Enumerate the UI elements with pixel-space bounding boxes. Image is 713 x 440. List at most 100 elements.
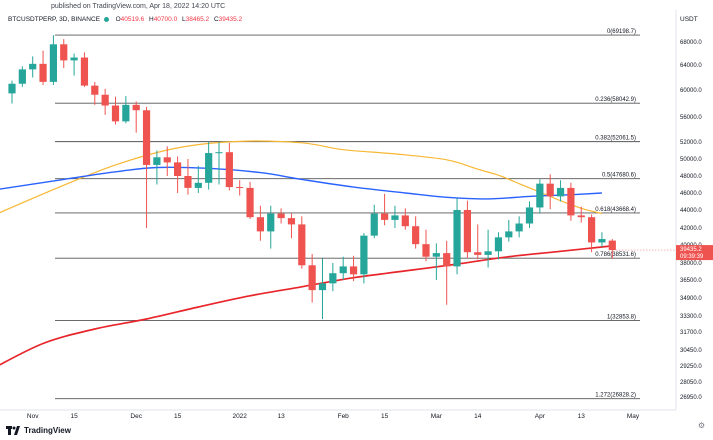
x-tick-label: Mar [431,413,443,420]
candle-body[interactable] [111,105,120,122]
moving-average-line [0,245,613,366]
close-label: C [213,16,219,23]
candle-body[interactable] [546,183,554,197]
high-value: 40700.0 [153,16,178,23]
candle-body[interactable] [567,187,575,216]
candle-body[interactable] [536,183,544,208]
candle-body[interactable] [29,63,37,70]
candle-body[interactable] [298,224,306,266]
candle-body[interactable] [142,110,151,165]
x-tick-label: 2022 [232,413,247,420]
candle-body[interactable] [412,226,420,245]
tradingview-brand: TradingView [24,426,71,435]
candle-body[interactable] [39,63,47,82]
candle-body[interactable] [122,104,130,122]
symbol-legend: BTCUSDTPERP, 3D, BINANCE O40519.6 H40700… [8,16,242,23]
candle-body[interactable] [163,157,171,163]
y-tick-label: 60000.0 [680,88,702,94]
candle-body[interactable] [184,176,192,188]
low-value: 38465.2 [185,16,210,23]
candle-body[interactable] [308,265,316,291]
y-tick-label: 50000.0 [680,157,702,163]
x-tick-label: Dec [130,413,142,420]
y-tick-label: 52000.0 [680,140,702,146]
y-tick-label: 68000.0 [680,40,702,46]
candle-body[interactable] [515,223,523,232]
bar-countdown: 09:39:39 [680,254,704,260]
y-tick-label: 28050.0 [680,380,702,386]
y-tick-label: 46000.0 [680,191,702,197]
candle-body[interactable] [18,69,26,84]
tradingview-logo[interactable]: TradingView [6,426,71,435]
candle-body[interactable] [318,283,327,291]
candle-body[interactable] [174,162,182,176]
candle-body[interactable] [339,266,347,274]
candle-body[interactable] [598,239,606,243]
y-tick-label: 26950.0 [680,395,702,401]
candle-body[interactable] [422,244,430,257]
candle-body[interactable] [49,44,57,82]
candle-body[interactable] [474,252,482,255]
y-tick-label: 30450.0 [680,348,702,354]
candle-body[interactable] [401,215,409,227]
candle-body[interactable] [556,187,565,197]
candle-body[interactable] [381,213,389,220]
candle-body[interactable] [370,213,378,236]
y-tick-label: 34900.0 [680,296,702,302]
candle-body[interactable] [91,85,99,95]
settings-gear-icon[interactable]: ⚙ [697,421,705,430]
market-status-dot [103,16,109,22]
candle-body[interactable] [80,57,89,86]
x-tick-label: 15 [381,413,389,420]
candle-body[interactable] [205,153,213,183]
candle-body[interactable] [215,152,223,154]
symbol-title[interactable]: BTCUSDTPERP, 3D, BINANCE [8,16,100,23]
candle-body[interactable] [277,213,285,219]
candle-body[interactable] [256,217,264,232]
y-axis-currency-label: USDT [680,16,698,23]
publisher-note: published on TradingView.com, Apr 18, 20… [51,3,226,10]
candle-body[interactable] [608,240,616,251]
candle-body[interactable] [349,266,358,275]
candle-body[interactable] [267,213,275,232]
candle-body[interactable] [391,215,399,220]
current-price-tag[interactable] [676,245,713,261]
candle-body[interactable] [225,152,233,188]
candle-body[interactable] [525,207,534,224]
price-chart[interactable]: USDT 68000.0 64000.0 60000.0 56000.0 52000.0 5… [0,0,713,424]
candle-body[interactable] [453,210,461,267]
x-tick-label: 13 [578,413,586,420]
candle-body[interactable] [101,94,109,106]
y-tick-label: 31700.0 [680,330,702,336]
candle-body[interactable] [505,231,513,238]
candle-body[interactable] [463,210,471,253]
candle-body[interactable] [132,104,140,111]
fib-level-label: 1.272(26828.2) [595,393,636,399]
candle-body[interactable] [432,253,440,257]
candle-body[interactable] [360,235,368,275]
candle-body[interactable] [236,187,244,189]
candle-body[interactable] [484,251,492,255]
fib-level-label: 0.786(38531.6) [595,252,636,258]
open-value: 40519.6 [120,16,145,23]
candle-body[interactable] [329,273,337,284]
fib-level-label: 0.5(47680.6) [602,173,636,179]
candle-body[interactable] [8,83,16,94]
y-tick-label: 38000.0 [680,261,702,267]
y-tick-label: 56000.0 [680,115,702,121]
y-tick-label: 64000.0 [680,63,702,69]
candle-body[interactable] [60,44,68,61]
candle-body[interactable] [287,218,296,225]
candle-body[interactable] [246,187,254,218]
candle-body[interactable] [70,57,78,61]
y-tick-label: 42000.0 [680,226,702,232]
x-tick-label: 15 [70,413,78,420]
candle-body[interactable] [588,217,596,243]
candle-body[interactable] [153,157,161,165]
candle-body[interactable] [494,237,503,252]
candle-body[interactable] [443,253,451,267]
y-tick-label: 44000.0 [680,208,702,214]
candle-body[interactable] [194,182,202,188]
x-tick-label: Nov [27,413,39,420]
candle-body[interactable] [577,215,585,218]
